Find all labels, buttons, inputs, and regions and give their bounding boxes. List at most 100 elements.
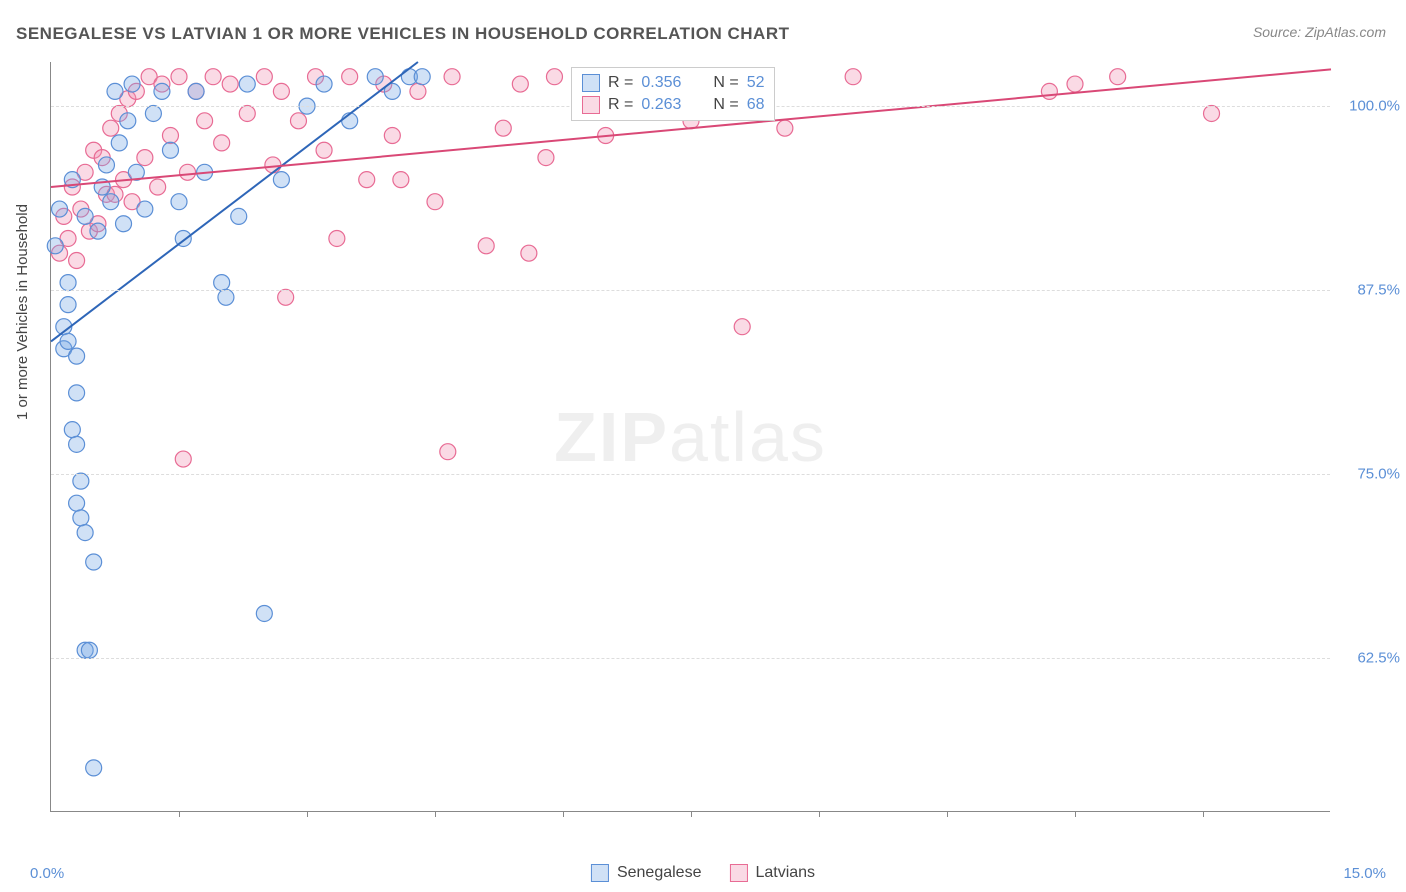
legend-swatch-latvians (582, 96, 600, 114)
data-point (410, 83, 426, 99)
x-tick (1203, 811, 1204, 817)
data-point (86, 760, 102, 776)
data-point (359, 172, 375, 188)
data-point (175, 451, 191, 467)
data-point (1041, 83, 1057, 99)
x-axis-min-label: 0.0% (30, 865, 64, 882)
legend-row-latvians: R = 0.263 N = 68 (582, 94, 764, 116)
data-point (256, 605, 272, 621)
data-point (273, 172, 289, 188)
data-point (384, 128, 400, 144)
data-point (180, 164, 196, 180)
data-point (495, 120, 511, 136)
data-point (290, 113, 306, 129)
source-attribution: Source: ZipAtlas.com (1253, 24, 1386, 40)
data-point (342, 69, 358, 85)
data-point (214, 135, 230, 151)
n-value-latvians: 68 (747, 96, 765, 114)
data-point (278, 289, 294, 305)
x-tick (179, 811, 180, 817)
r-value-senegalese: 0.356 (641, 74, 695, 92)
x-axis-max-label: 15.0% (1343, 865, 1386, 882)
data-point (444, 69, 460, 85)
data-point (440, 444, 456, 460)
data-point (1110, 69, 1126, 85)
legend-row-senegalese: R = 0.356 N = 52 (582, 72, 764, 94)
data-point (478, 238, 494, 254)
data-point (90, 223, 106, 239)
data-point (124, 76, 140, 92)
chart-title: SENEGALESE VS LATVIAN 1 OR MORE VEHICLES… (16, 24, 789, 44)
data-point (98, 157, 114, 173)
legend-item-latvians: Latvians (729, 864, 815, 882)
x-tick (819, 811, 820, 817)
data-point (393, 172, 409, 188)
x-tick (563, 811, 564, 817)
chart-svg (51, 62, 1330, 811)
gridline-h (51, 658, 1330, 659)
y-tick-label: 87.5% (1357, 281, 1400, 298)
data-point (120, 113, 136, 129)
data-point (111, 135, 127, 151)
data-point (60, 297, 76, 313)
data-point (103, 194, 119, 210)
data-point (64, 422, 80, 438)
y-axis-title: 1 or more Vehicles in Household (14, 204, 31, 420)
legend-item-senegalese: Senegalese (591, 864, 702, 882)
x-tick (1075, 811, 1076, 817)
data-point (60, 333, 76, 349)
data-point (546, 69, 562, 85)
data-point (214, 275, 230, 291)
data-point (171, 194, 187, 210)
legend-bottom-label-latvians: Latvians (755, 864, 815, 882)
r-label: R = (608, 74, 633, 92)
data-point (145, 105, 161, 121)
data-point (273, 83, 289, 99)
data-point (162, 142, 178, 158)
r-label: R = (608, 96, 633, 114)
plot-area: ZIPatlas 62.5%75.0%87.5%100.0% (50, 62, 1330, 812)
data-point (137, 201, 153, 217)
data-point (69, 495, 85, 511)
data-point (77, 525, 93, 541)
data-point (329, 230, 345, 246)
data-point (171, 69, 187, 85)
data-point (150, 179, 166, 195)
data-point (154, 83, 170, 99)
data-point (777, 120, 793, 136)
data-point (73, 473, 89, 489)
data-point (414, 69, 430, 85)
data-point (47, 238, 63, 254)
data-point (116, 216, 132, 232)
x-tick (435, 811, 436, 817)
legend-bottom-swatch-latvians (729, 864, 747, 882)
legend-correlation-box: R = 0.356 N = 52 R = 0.263 N = 68 (571, 67, 775, 121)
y-tick-label: 75.0% (1357, 465, 1400, 482)
data-point (197, 113, 213, 129)
x-tick (691, 811, 692, 817)
data-point (52, 201, 68, 217)
data-point (137, 150, 153, 166)
data-point (69, 436, 85, 452)
gridline-h (51, 290, 1330, 291)
data-point (77, 208, 93, 224)
x-tick (307, 811, 308, 817)
n-label: N = (713, 96, 738, 114)
legend-bottom: Senegalese Latvians (591, 864, 815, 882)
data-point (231, 208, 247, 224)
legend-bottom-label-senegalese: Senegalese (617, 864, 702, 882)
x-tick (947, 811, 948, 817)
r-value-latvians: 0.263 (641, 96, 695, 114)
data-point (103, 120, 119, 136)
data-point (521, 245, 537, 261)
data-point (69, 385, 85, 401)
data-point (1204, 105, 1220, 121)
data-point (222, 76, 238, 92)
data-point (205, 69, 221, 85)
data-point (845, 69, 861, 85)
data-point (81, 642, 97, 658)
data-point (734, 319, 750, 335)
data-point (239, 76, 255, 92)
data-point (188, 83, 204, 99)
data-point (1067, 76, 1083, 92)
